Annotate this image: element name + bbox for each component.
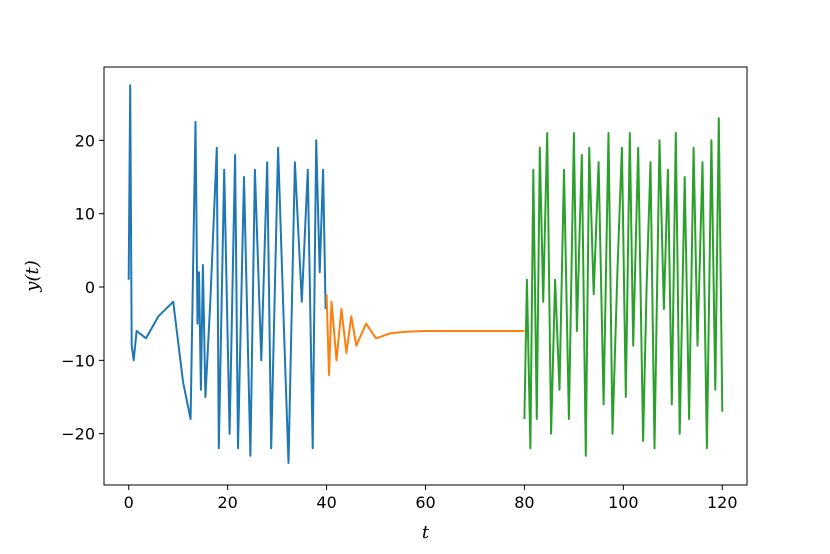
y-tick-label: 0 — [85, 278, 95, 297]
series-layer — [127, 84, 724, 464]
y-tick-label: 10 — [75, 205, 95, 224]
x-tick-label: 60 — [415, 493, 435, 512]
y-axis: −20 −10 0 10 20 — [61, 131, 104, 444]
y-tick-label: 20 — [75, 131, 95, 150]
x-tick-label: 20 — [217, 493, 237, 512]
series-line-3 — [523, 117, 724, 457]
x-tick-label: 0 — [124, 493, 134, 512]
x-tick-label: 120 — [707, 493, 738, 512]
x-tick-label: 100 — [608, 493, 639, 512]
x-axis-label: t — [422, 522, 430, 543]
x-tick-label: 80 — [514, 493, 534, 512]
x-tick-label: 40 — [316, 493, 336, 512]
series-line-2 — [325, 294, 525, 376]
plot-area — [104, 67, 747, 485]
y-axis-label: y(t) — [22, 260, 43, 292]
series-line-1 — [127, 84, 327, 464]
x-axis: 0 20 40 60 80 100 120 — [124, 485, 738, 512]
y-tick-label: −20 — [61, 425, 95, 444]
y-tick-label: −10 — [61, 351, 95, 370]
